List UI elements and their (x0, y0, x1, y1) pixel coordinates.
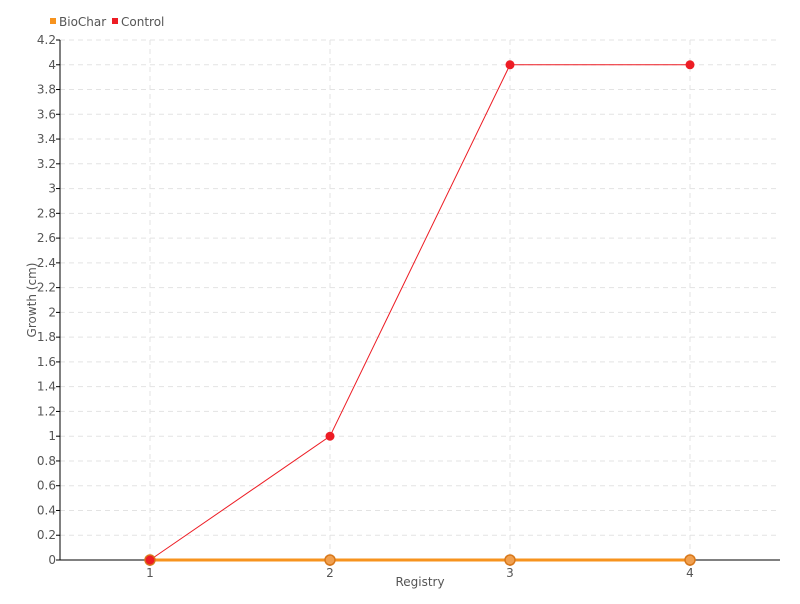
legend-label-control: Control (121, 15, 164, 29)
data-point-biochar (684, 554, 696, 566)
data-point-biochar (324, 554, 336, 566)
grid (60, 39, 780, 560)
y-tick-label: 2.2 (37, 281, 56, 295)
y-tick-label: 2.4 (37, 256, 56, 270)
data-point-biochar (504, 554, 516, 566)
y-tick-label: 0.4 (37, 503, 56, 517)
y-tick-label: 1.8 (37, 330, 56, 344)
y-tick-label: 2.6 (37, 231, 56, 245)
y-tick-label: 3 (48, 182, 56, 196)
series-layer (144, 60, 696, 566)
y-tick-label: 1.2 (37, 404, 56, 418)
y-tick-label: 3.2 (37, 157, 56, 171)
x-tick-label: 3 (506, 566, 514, 580)
y-tick-label: 0.8 (37, 454, 56, 468)
y-tick-label: 1.6 (37, 355, 56, 369)
x-tick-label: 1 (146, 566, 154, 580)
x-tick-label: 4 (686, 566, 694, 580)
data-point-control (505, 60, 515, 70)
y-tick-label: 3.8 (37, 83, 56, 97)
data-point-control (325, 431, 335, 441)
y-tick-label: 3.6 (37, 107, 56, 121)
y-tick-label: 2 (48, 305, 56, 319)
legend-swatch-biochar (50, 18, 56, 24)
legend-swatch-control (112, 18, 118, 24)
y-tick-label: 0.6 (37, 479, 56, 493)
y-tick-label: 4.2 (37, 33, 56, 47)
y-axis-label: Growth (cm) (25, 263, 39, 338)
data-point-control (685, 60, 695, 70)
legend-label-biochar: BioChar (59, 15, 106, 29)
x-tick-label: 2 (326, 566, 334, 580)
data-point-control (145, 555, 155, 565)
legend: BioChar Control (50, 15, 164, 29)
y-tick-label: 4 (48, 58, 56, 72)
axes: 0 0.2 0.4 0.6 0.8 1 1.2 1.4 1.6 1.8 2 2.2 2.4 2.6 2.8 3… (37, 33, 780, 580)
y-tick-label: 1.4 (37, 380, 56, 394)
y-tick-label: 0 (48, 553, 56, 567)
x-axis-label: Registry (395, 575, 444, 589)
y-tick-label: 3.4 (37, 132, 56, 146)
y-tick-label: 2.8 (37, 206, 56, 220)
series-line-control (149, 64, 690, 561)
y-tick-label: 0.2 (37, 528, 56, 542)
y-tick-label: 1 (48, 429, 56, 443)
